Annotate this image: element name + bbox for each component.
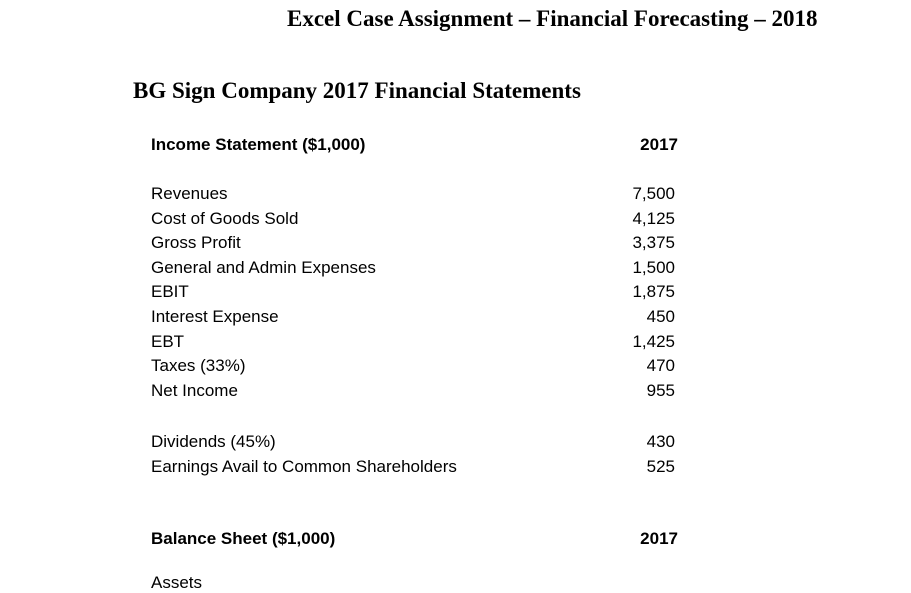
table-row: EBIT 1,875	[151, 280, 675, 305]
row-label: General and Admin Expenses	[151, 257, 376, 277]
row-value: 955	[646, 380, 675, 400]
table-row: Interest Expense 450	[151, 305, 675, 330]
row-label: Gross Profit	[151, 233, 241, 253]
row-value: 450	[646, 306, 675, 326]
row-label: Net Income	[151, 380, 238, 400]
table-row: Taxes (33%) 470	[151, 354, 675, 379]
row-label: EBT	[151, 331, 185, 351]
distribution-rows: Dividends (45%) 430 Earnings Avail to Com…	[151, 430, 675, 479]
row-value: 7,500	[632, 184, 675, 203]
income-statement-year: 2017	[640, 135, 678, 154]
income-statement-rows: Revenues 7,500 Cost of Goods Sold 4,125 Gr…	[151, 182, 675, 403]
table-row: Revenues 7,500	[151, 182, 675, 207]
table-row: General and Admin Expenses 1,500	[151, 256, 675, 281]
row-value: 430	[646, 432, 675, 451]
section-title: BG Sign Company 2017 Financial Statement…	[133, 78, 581, 103]
row-value: 1,425	[632, 331, 675, 351]
row-value: 1,500	[632, 257, 675, 277]
balance-sheet-year: 2017	[640, 529, 678, 548]
row-value: 3,375	[632, 233, 675, 253]
row-value: 525	[646, 456, 675, 476]
row-value: 1,875	[632, 282, 675, 302]
row-label: Dividends (45%)	[151, 432, 276, 451]
table-row: Earnings Avail to Common Shareholders 525	[151, 455, 675, 480]
row-label: Cost of Goods Sold	[151, 208, 299, 228]
income-statement-title: Income Statement ($1,000)	[151, 135, 366, 154]
row-label: EBIT	[151, 282, 189, 302]
document-title: Excel Case Assignment – Financial Foreca…	[287, 6, 818, 31]
table-row: Gross Profit 3,375	[151, 231, 675, 256]
income-statement-header: Income Statement ($1,000) 2017	[151, 135, 678, 157]
row-value: 4,125	[632, 208, 675, 228]
row-label: Earnings Avail to Common Shareholders	[151, 456, 457, 476]
table-row: EBT 1,425	[151, 330, 675, 355]
row-value: 470	[646, 356, 675, 376]
row-label: Taxes (33%)	[151, 356, 246, 376]
assets-label: Assets	[151, 573, 203, 592]
row-label: Interest Expense	[151, 306, 279, 326]
row-label: Revenues	[151, 184, 228, 203]
balance-sheet-title: Balance Sheet ($1,000)	[151, 529, 336, 548]
balance-sheet-header: Balance Sheet ($1,000) 2017	[151, 529, 678, 551]
table-row: Net Income 955	[151, 379, 675, 404]
table-row: Cost of Goods Sold 4,125	[151, 207, 675, 232]
table-row: Dividends (45%) 430	[151, 430, 675, 455]
